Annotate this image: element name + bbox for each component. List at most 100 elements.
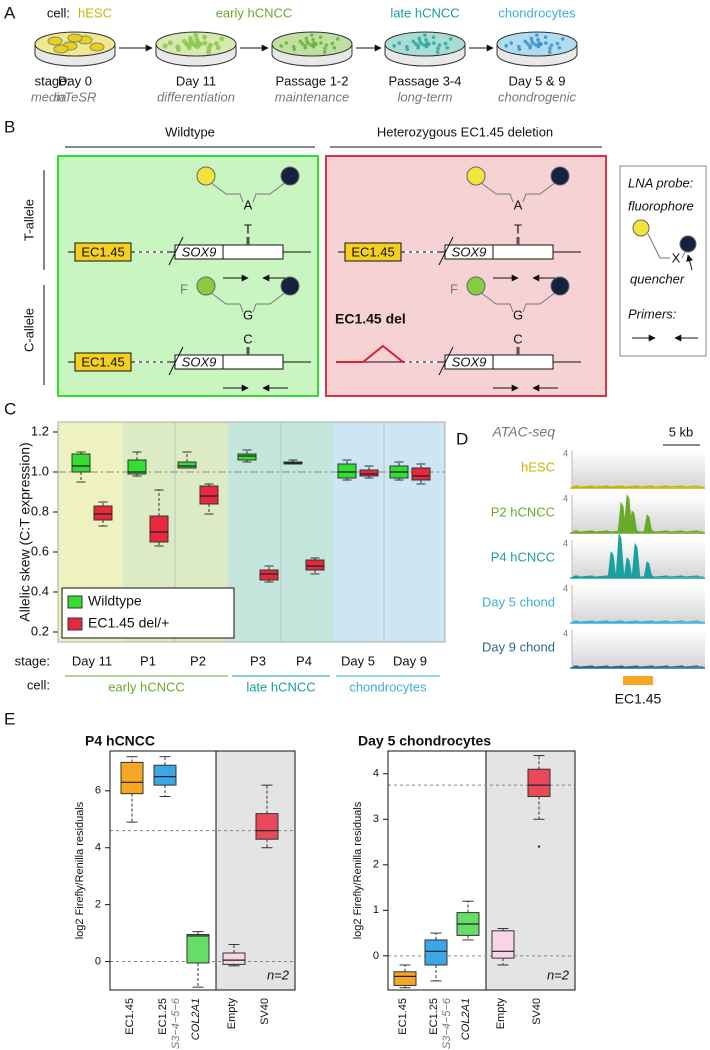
y-tick-label: 4 xyxy=(95,842,101,854)
gene-label: SOX9 xyxy=(452,244,487,259)
quencher xyxy=(550,276,570,296)
probe-link xyxy=(252,291,287,313)
signal xyxy=(571,533,704,579)
box xyxy=(237,453,257,461)
box xyxy=(71,453,91,473)
track-bg xyxy=(572,630,705,668)
media: differentiation xyxy=(157,89,235,104)
x-tick-label: P1 xyxy=(140,653,156,668)
element xyxy=(344,242,402,262)
box xyxy=(149,515,169,543)
cell xyxy=(431,35,436,39)
signal xyxy=(571,620,704,624)
fluorophore xyxy=(196,166,216,186)
cell xyxy=(279,44,283,48)
scale-label: 5 kb xyxy=(669,424,694,439)
signal xyxy=(571,485,704,489)
cell xyxy=(425,43,430,47)
y-tick-label: 0.4 xyxy=(31,583,49,598)
y-tick-label: 0 xyxy=(95,955,101,967)
box xyxy=(93,505,113,521)
legend-title: LNA probe: xyxy=(628,175,694,190)
track-label: P2 hCNCC xyxy=(491,504,555,519)
panel-label: D xyxy=(456,429,468,448)
probe-base: A xyxy=(514,197,523,212)
media: mTeSR xyxy=(54,89,97,104)
cell xyxy=(311,38,315,42)
box xyxy=(491,930,515,959)
cell xyxy=(189,41,195,47)
cell-group: late hCNCC xyxy=(246,679,315,694)
track-title: ATAC-seq xyxy=(492,424,556,440)
box xyxy=(255,813,279,840)
probe-link xyxy=(209,181,244,203)
base: C xyxy=(243,331,252,346)
cell xyxy=(432,41,436,45)
f-label: F xyxy=(450,281,458,296)
track-bg xyxy=(572,585,705,623)
cell xyxy=(560,37,565,41)
fluorophore xyxy=(466,276,486,296)
cell xyxy=(537,43,542,47)
stage: Day 5 & 9 xyxy=(508,73,565,88)
legend-swatch xyxy=(67,617,83,631)
track-label: P4 hCNCC xyxy=(491,549,555,564)
box xyxy=(259,569,279,581)
cell xyxy=(292,44,296,49)
media: maintenance xyxy=(275,89,349,104)
cell-colony xyxy=(53,44,69,54)
legend-swatch xyxy=(67,595,83,609)
cell xyxy=(330,41,335,46)
cell xyxy=(206,49,212,55)
legend-label: Wildtype xyxy=(88,593,142,609)
probe-link xyxy=(647,233,670,259)
cell xyxy=(324,43,329,47)
y-tick-label: 0.6 xyxy=(31,543,49,558)
x-tick-label: Empty xyxy=(495,998,507,1030)
stage: Day 11 xyxy=(176,73,216,88)
del-label: EC1.45 del xyxy=(335,311,406,327)
cell xyxy=(543,35,548,39)
track-max: 4 xyxy=(563,448,568,458)
plot-frame xyxy=(387,750,576,991)
track-bg xyxy=(572,450,705,488)
legend-text: X xyxy=(672,250,681,265)
box xyxy=(127,459,147,475)
track-label: Day 9 chond xyxy=(482,639,555,654)
element-label: EC1.45 xyxy=(351,244,394,259)
cell-colony xyxy=(89,42,105,52)
pointer xyxy=(686,254,694,271)
legend-title: Primers: xyxy=(628,306,677,321)
y-tick-label: 1.0 xyxy=(31,463,49,478)
cell xyxy=(193,32,199,38)
track-bg xyxy=(572,495,705,533)
probe-link xyxy=(522,181,557,203)
control-region xyxy=(216,751,295,990)
cell xyxy=(318,35,323,39)
cell xyxy=(306,41,311,46)
cell xyxy=(332,45,337,50)
x-sublabel: S3−4−5−6 xyxy=(441,997,453,1049)
x-sublabel: S3−4−5−6 xyxy=(170,997,182,1049)
cell xyxy=(405,47,410,52)
line xyxy=(168,346,184,376)
x-tick-label: P4 xyxy=(296,653,312,668)
box xyxy=(337,463,357,479)
base: T xyxy=(244,221,252,236)
quencher xyxy=(550,166,570,186)
quencher xyxy=(679,235,697,253)
y-tick-label: 0.8 xyxy=(31,503,49,518)
x-tick-label: Empty xyxy=(226,998,238,1030)
panel-label: E xyxy=(4,709,15,728)
row-label: media: xyxy=(31,89,70,104)
legend-label: EC1.45 del/+ xyxy=(88,615,169,631)
y-tick-label: 1 xyxy=(373,904,379,916)
cell xyxy=(309,33,314,37)
cell-name: late hCNCC xyxy=(390,5,459,20)
track-max: 4 xyxy=(563,538,568,548)
cell xyxy=(424,38,428,42)
probe-link xyxy=(681,251,686,259)
element-label: EC1.45 xyxy=(81,354,124,369)
y-axis-label: log2 Firefly/Renilla residuals xyxy=(74,801,86,939)
